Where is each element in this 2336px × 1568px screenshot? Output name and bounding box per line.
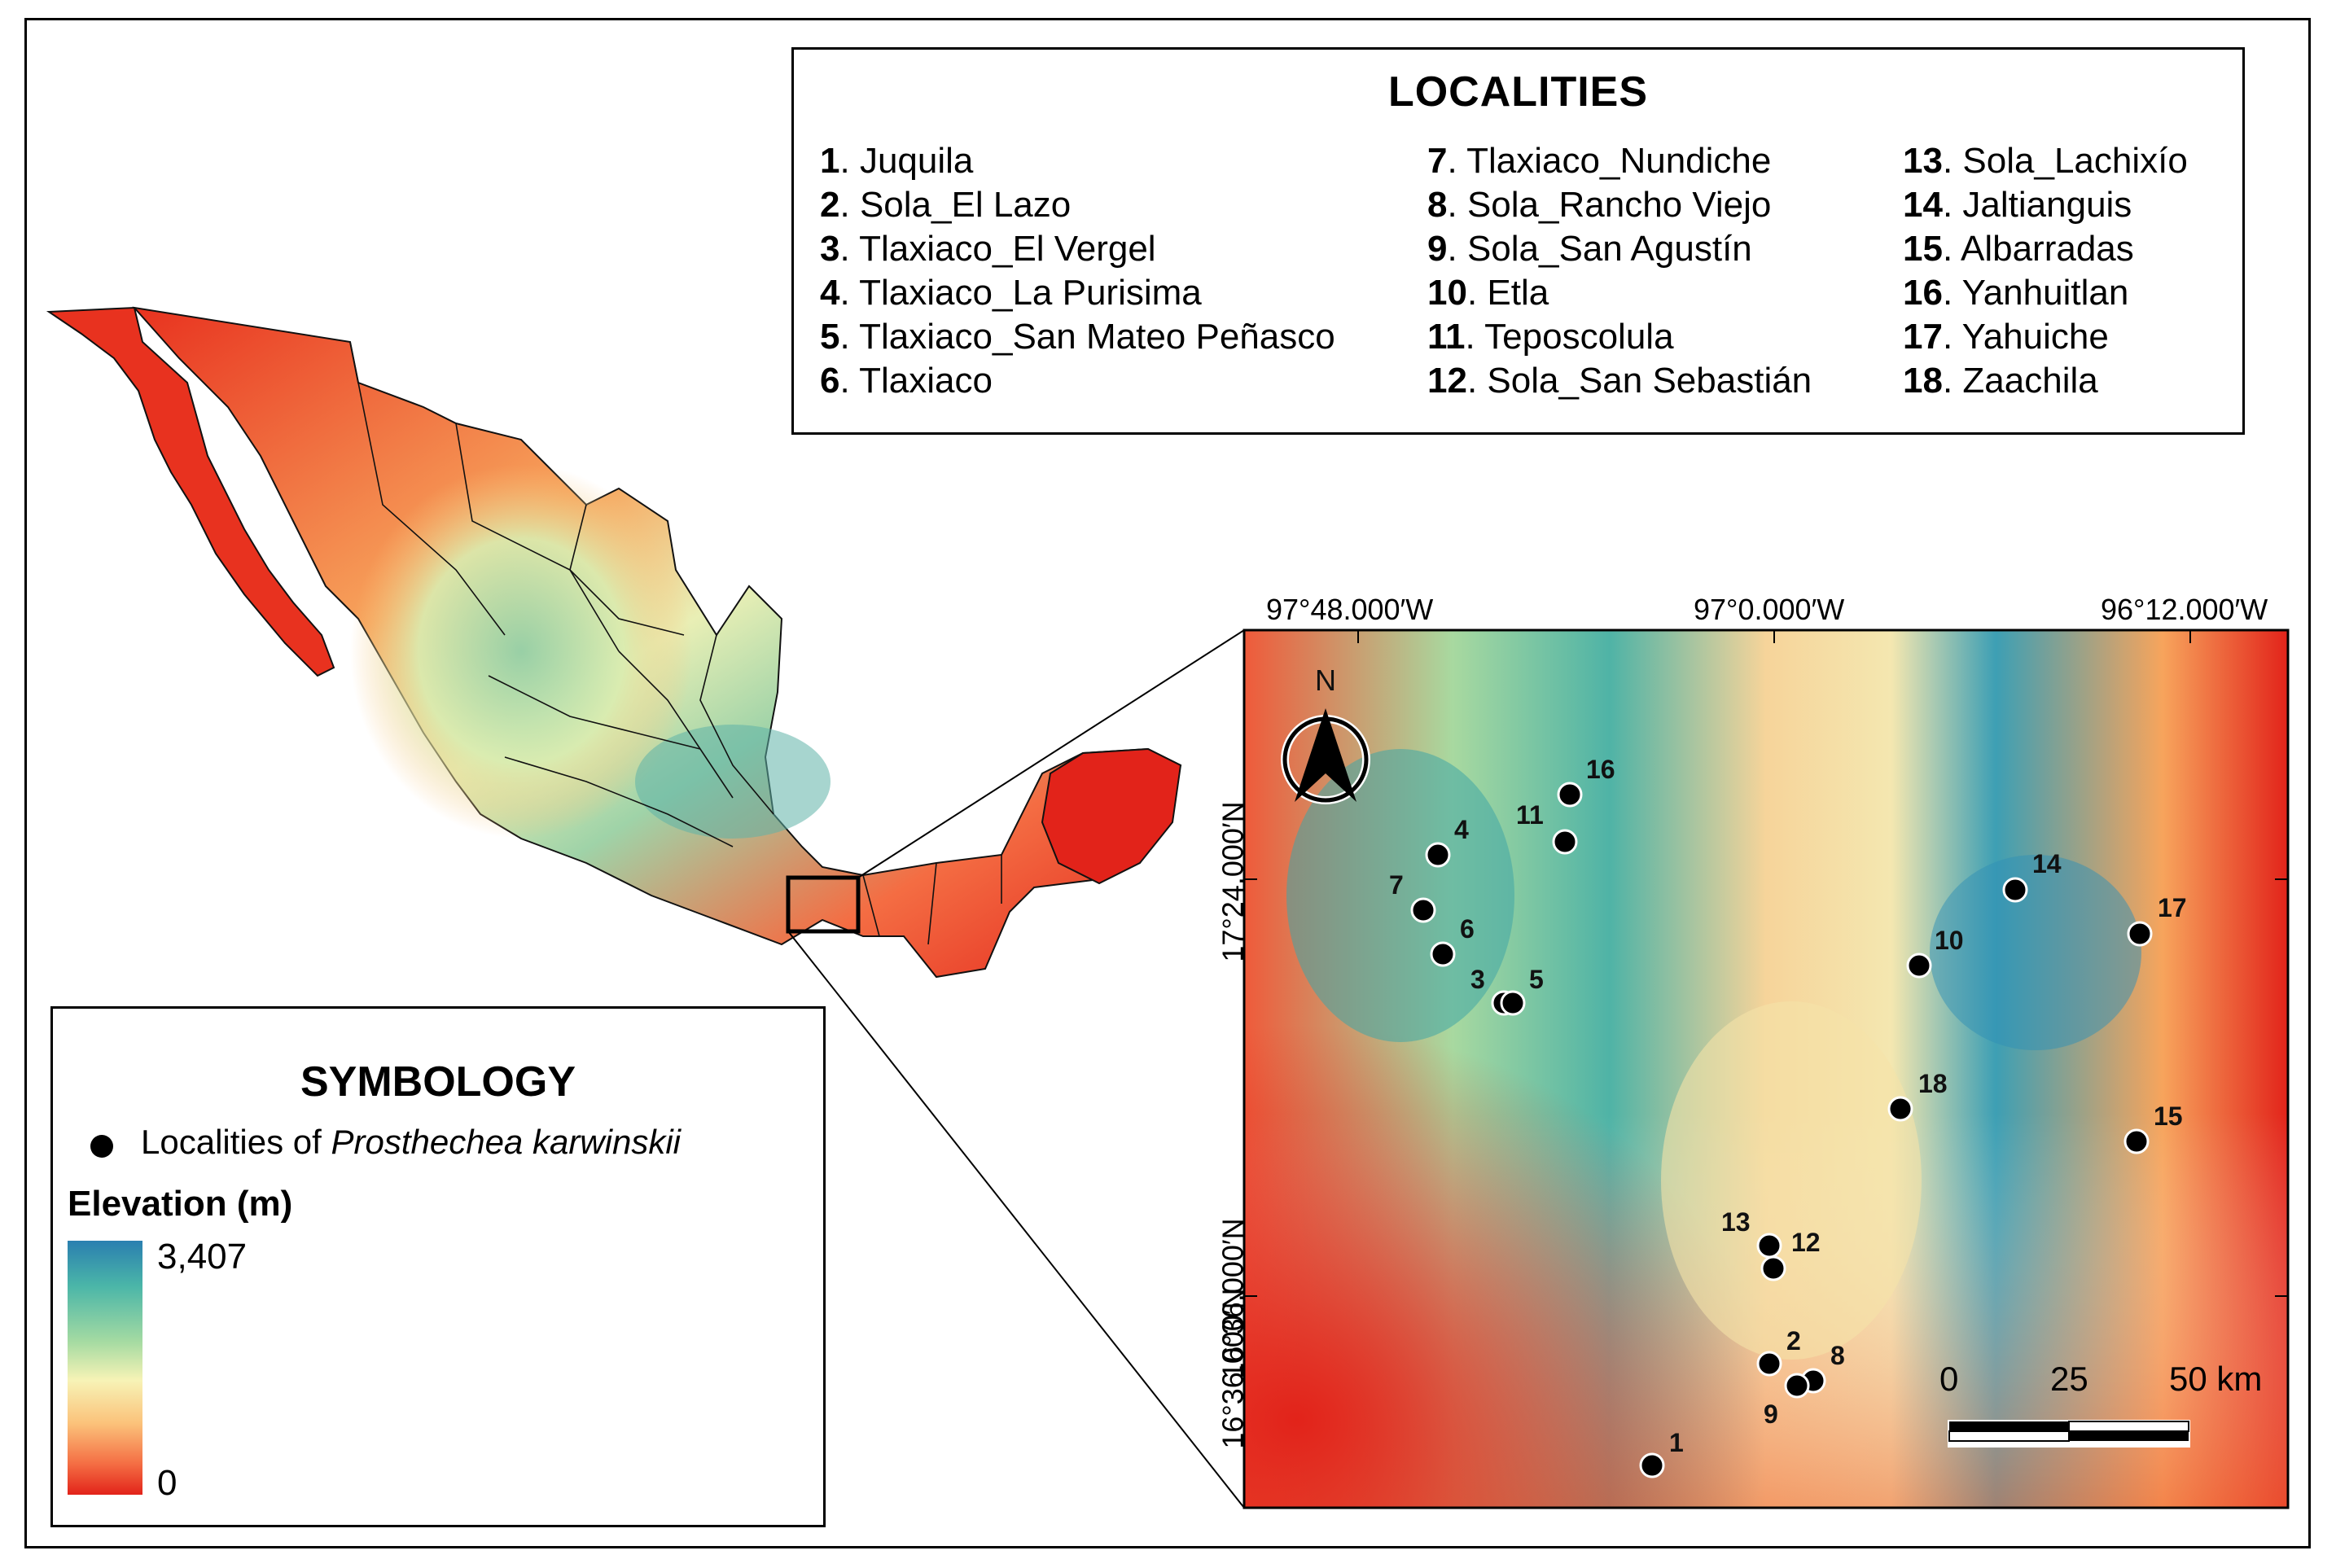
locality-item: 9. Sola_San Agustín [1427,229,1752,269]
site-14: 14 [2002,849,2062,903]
yucatan-peninsula [1041,747,1182,885]
site-11: 11 [1516,800,1578,855]
locality-points: 1 2 3 4 5 6 7 8 9 10 11 12 13 14 15 16 1… [1389,755,2187,1478]
symbology-legend: SYMBOLOGY Localities of Prosthechea karw… [50,1006,826,1527]
locality-point-icon [90,1135,113,1158]
site-16: 16 [1557,755,1615,808]
lat-label-south-2: 16°36.000′N [1216,1288,1250,1449]
svg-text:3: 3 [1470,965,1485,994]
study-area-box [786,875,861,934]
svg-text:15: 15 [2154,1102,2183,1131]
locality-item: 3. Tlaxiaco_El Vergel [820,229,1156,269]
localities-title: LOCALITIES [1387,68,1649,116]
north-arrow-icon: N [1281,664,1370,804]
scale-label-0: 0 [1939,1360,1959,1398]
inset-map [1243,629,2290,1509]
site-1: 1 [1639,1428,1684,1478]
locality-item: 16. Yanhuitlan [1903,273,2129,313]
site-8: 8 [1800,1341,1845,1394]
site-4: 4 [1425,815,1469,868]
site-7: 7 [1389,870,1436,923]
localities-column-3: 13. Sola_Lachixío 14. Jaltianguis 15. Al… [1903,139,2188,403]
site-17: 17 [2127,893,2187,947]
site-13: 13 [1721,1207,1782,1259]
svg-text:5: 5 [1529,965,1544,994]
svg-text:9: 9 [1764,1399,1778,1429]
locality-item: 15. Albarradas [1903,229,2134,269]
lat-label-north: 17°24.000′N [1216,801,1250,962]
svg-text:8: 8 [1830,1341,1845,1370]
locality-item: 11. Teposcolula [1427,317,1674,357]
locality-item: 4. Tlaxiaco_La Purisima [820,273,1202,313]
elevation-max-label: 3,407 [157,1237,248,1277]
site-18: 18 [1887,1069,1948,1122]
site-10: 10 [1906,926,1964,979]
svg-text:1: 1 [1669,1428,1684,1457]
lon-label-east: 96°12.000′W [2101,593,2268,626]
localities-column-1: 1. Juquila 2. Sola_El Lazo 3. Tlaxiaco_E… [820,139,1335,403]
locality-item: 18. Zaachila [1903,361,2098,401]
svg-text:17: 17 [2158,893,2187,922]
site-15: 15 [2123,1102,2183,1154]
localities-column-2: 7. Tlaxiaco_Nundiche 8. Sola_Rancho Viej… [1427,139,1812,403]
svg-text:7: 7 [1389,870,1404,900]
scale-label-50: 50 km [2169,1360,2263,1398]
site-6: 6 [1430,914,1475,967]
locality-item: 1. Juquila [820,141,974,181]
locality-item: 17. Yahuiche [1903,317,2109,357]
locality-item: 5. Tlaxiaco_San Mateo Peñasco [820,317,1335,357]
svg-text:4: 4 [1454,815,1469,844]
svg-text:16: 16 [1586,755,1615,784]
locality-item: 6. Tlaxiaco [820,361,993,401]
scale-bar [1948,1420,2190,1448]
svg-text:6: 6 [1460,914,1475,944]
svg-text:12: 12 [1791,1228,1821,1257]
svg-text:11: 11 [1516,800,1544,830]
elevation-min-label: 0 [157,1463,178,1503]
localities-legend: LOCALITIES 1. Juquila 2. Sola_El Lazo 3.… [791,47,2245,435]
locality-item: 2. Sola_El Lazo [820,185,1072,225]
svg-text:18: 18 [1918,1069,1948,1098]
svg-text:10: 10 [1935,926,1964,955]
svg-text:2: 2 [1786,1326,1801,1356]
site-5: 5 [1500,965,1544,1016]
state-borders [349,341,1002,945]
site-2: 2 [1756,1326,1801,1377]
map-frame [24,18,2311,1548]
north-label: N [1315,664,1336,697]
locality-item: 8. Sola_Rancho Viejo [1427,185,1772,225]
locality-item: 10. Etla [1427,273,1549,313]
baja-california-peninsula [46,306,335,677]
locality-item: 12. Sola_San Sebastián [1427,361,1812,401]
elevation-color-ramp [68,1241,142,1495]
lon-label-west: 97°48.000′W [1266,593,1434,626]
locality-item: 7. Tlaxiaco_Nundiche [1427,141,1772,181]
scale-label-25: 25 [2050,1360,2088,1398]
svg-text:14: 14 [2032,849,2062,878]
lon-label-center: 97°0.000′W [1694,593,1845,626]
locality-point-label: Localities of Prosthechea karwinskii [141,1123,681,1161]
site-12: 12 [1760,1228,1821,1281]
symbology-title: SYMBOLOGY [300,1058,576,1106]
elevation-title: Elevation (m) [68,1184,293,1224]
svg-text:13: 13 [1721,1207,1751,1237]
locality-item: 14. Jaltianguis [1903,185,2132,225]
site-9: 9 [1764,1373,1810,1429]
locality-item: 13. Sola_Lachixío [1903,141,2188,181]
